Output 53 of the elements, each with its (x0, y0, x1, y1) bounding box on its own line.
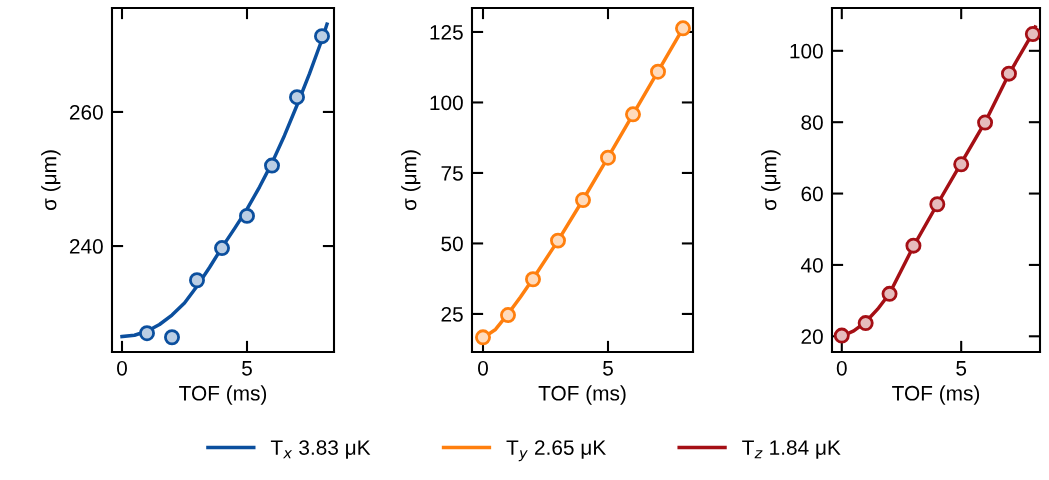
x-tick-label: 0 (836, 360, 847, 376)
point (475, 329, 491, 346)
y-axis-title: σ (μm) (761, 150, 781, 211)
y-tick-label: 75 (441, 166, 463, 181)
x-axis-title: TOF (ms) (179, 385, 267, 405)
point (833, 327, 850, 344)
legend-label: T$_{x}$ 3.83 μK (270, 440, 371, 459)
y-tick-label: 125 (430, 24, 463, 40)
point (189, 272, 205, 289)
point (1000, 65, 1017, 82)
x-tick-label: 5 (242, 361, 252, 376)
point (600, 149, 616, 166)
y-tick-label: 260 (69, 104, 103, 120)
point (929, 196, 946, 213)
legend-label: T$_{y}$ 2.65 μK (506, 440, 606, 462)
point (289, 89, 305, 106)
y-axis-title: σ (μm) (41, 150, 61, 211)
y-axis-title: σ (μm) (401, 150, 421, 211)
point (550, 232, 566, 249)
legend-label: T$_{z}$ 1.84 μK (742, 440, 841, 459)
point (500, 307, 516, 324)
point (675, 20, 691, 37)
point (650, 63, 666, 80)
x-tick-label: 0 (117, 360, 127, 376)
point (625, 106, 641, 123)
point (214, 240, 230, 257)
x-axis-title: TOF (ms) (538, 385, 626, 405)
point (264, 157, 280, 174)
y-tick-label: 80 (801, 115, 823, 130)
x-tick-label: 5 (603, 361, 613, 376)
x-tick-label: 5 (956, 361, 967, 376)
y-tick-label: 240 (69, 239, 103, 254)
y-tick-label: 100 (790, 43, 823, 59)
point (239, 207, 255, 224)
point (525, 271, 541, 288)
point (905, 237, 922, 254)
point (953, 156, 970, 173)
y-tick-label: 40 (800, 257, 823, 273)
x-axis-title: TOF (ms) (892, 385, 980, 405)
point (314, 28, 330, 45)
point (1024, 26, 1040, 43)
y-tick-label: 25 (441, 306, 463, 322)
point (139, 325, 155, 342)
point (881, 285, 898, 302)
y-tick-label: 100 (430, 95, 463, 111)
point (857, 315, 874, 332)
point (977, 114, 994, 131)
y-tick-label: 60 (801, 186, 823, 202)
x-tick-label: 0 (478, 360, 488, 376)
y-tick-label: 50 (441, 236, 463, 252)
point (575, 192, 591, 208)
y-tick-label: 20 (801, 329, 823, 345)
point (164, 329, 180, 346)
